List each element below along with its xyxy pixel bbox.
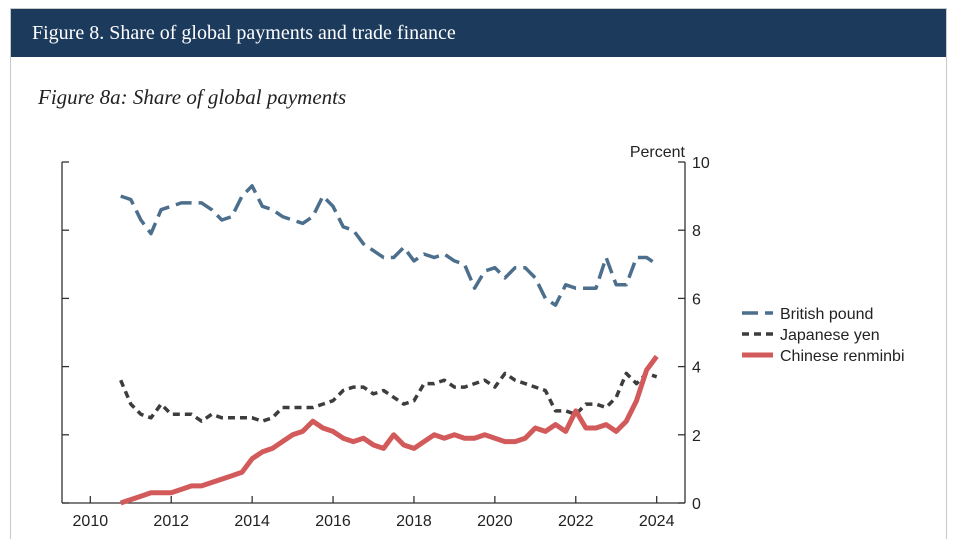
y-tick-label: 8 — [692, 223, 701, 240]
legend-label-japanese-yen: Japanese yen — [780, 327, 880, 344]
x-tick-label: 2010 — [73, 513, 109, 530]
y-tick-label: 4 — [692, 360, 701, 377]
y-tick-label: 0 — [692, 496, 701, 513]
y-tick-label: 6 — [692, 291, 701, 308]
series-line-british-pound — [120, 184, 658, 307]
legend-label-british-pound: British pound — [780, 306, 873, 323]
chart-title: Figure 8a: Share of global payments — [38, 85, 347, 109]
y-axis-label: Percent — [630, 144, 686, 161]
x-tick-label: 2016 — [315, 513, 351, 530]
series-line-chinese-renminbi — [119, 354, 659, 506]
series-line-japanese-yen — [119, 371, 658, 423]
chart-series — [119, 184, 659, 506]
x-tick-label: 2012 — [153, 513, 189, 530]
y-tick-label: 2 — [692, 428, 701, 445]
figure-title: Figure 8. Share of global payments and t… — [32, 22, 456, 44]
figure-panel: Figure 8. Share of global payments and t… — [10, 8, 947, 539]
x-tick-label: 2018 — [396, 513, 432, 530]
x-tick-label: 2014 — [234, 513, 270, 530]
figure-header: Figure 8. Share of global payments and t… — [11, 9, 946, 57]
legend-label-chinese-renminbi: Chinese renminbi — [780, 348, 905, 365]
x-tick-label: 2022 — [558, 513, 594, 530]
chart-axes: 0 2 4 6 8 10 2010 2012 2014 2016 2018 2020 2022 2024 P… — [61, 144, 710, 530]
x-tick-label: 2024 — [639, 513, 675, 530]
y-tick-label: 10 — [692, 155, 710, 172]
chart-legend: British pound Japanese yen Chinese renminb… — [742, 306, 905, 365]
x-tick-label: 2020 — [477, 513, 513, 530]
